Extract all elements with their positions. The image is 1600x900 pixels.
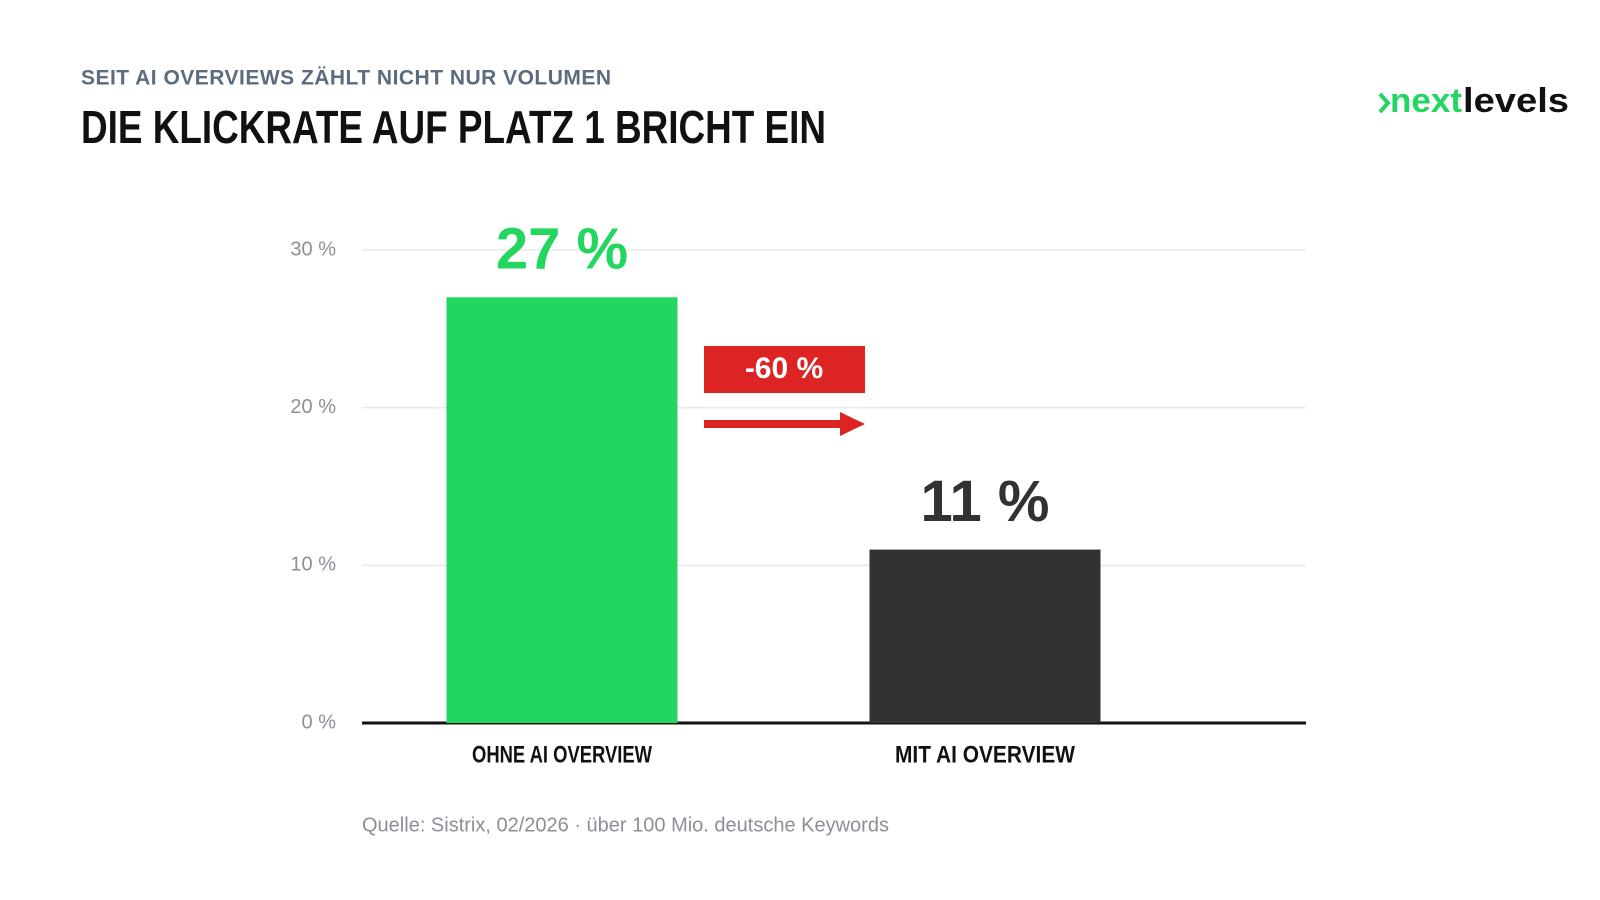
value-label: 27 % [496, 217, 628, 282]
logo: next levels [1378, 82, 1569, 120]
bar [869, 549, 1101, 723]
annotation-label: -60 % [745, 352, 823, 385]
y-tick-label: 30 % [290, 238, 336, 260]
y-tick-label: 10 % [290, 554, 336, 576]
x-tick-label: MIT AI OVERVIEW [895, 741, 1075, 768]
source: Quelle: Sistrix, 02/2026 · über 100 Mio.… [362, 814, 889, 836]
annotation-box [704, 346, 865, 393]
chart-title: DIE KLICKRATE AUF PLATZ 1 BRICHT EIN [81, 101, 826, 153]
x-tick-label: OHNE AI OVERVIEW [472, 741, 652, 768]
y-tick-label: 0 % [302, 711, 337, 733]
annotation-arrow [704, 412, 865, 436]
logo-text: levels [1463, 82, 1569, 120]
logo-accent: next [1390, 82, 1462, 120]
y-tick-label: 20 % [290, 396, 336, 418]
bar [446, 297, 678, 723]
value-label: 11 % [921, 469, 1050, 534]
logo-chevron [1378, 92, 1391, 114]
chart-subtitle: SEIT AI OVERVIEWS ZÄHLT NICHT NUR VOLUME… [81, 67, 611, 90]
